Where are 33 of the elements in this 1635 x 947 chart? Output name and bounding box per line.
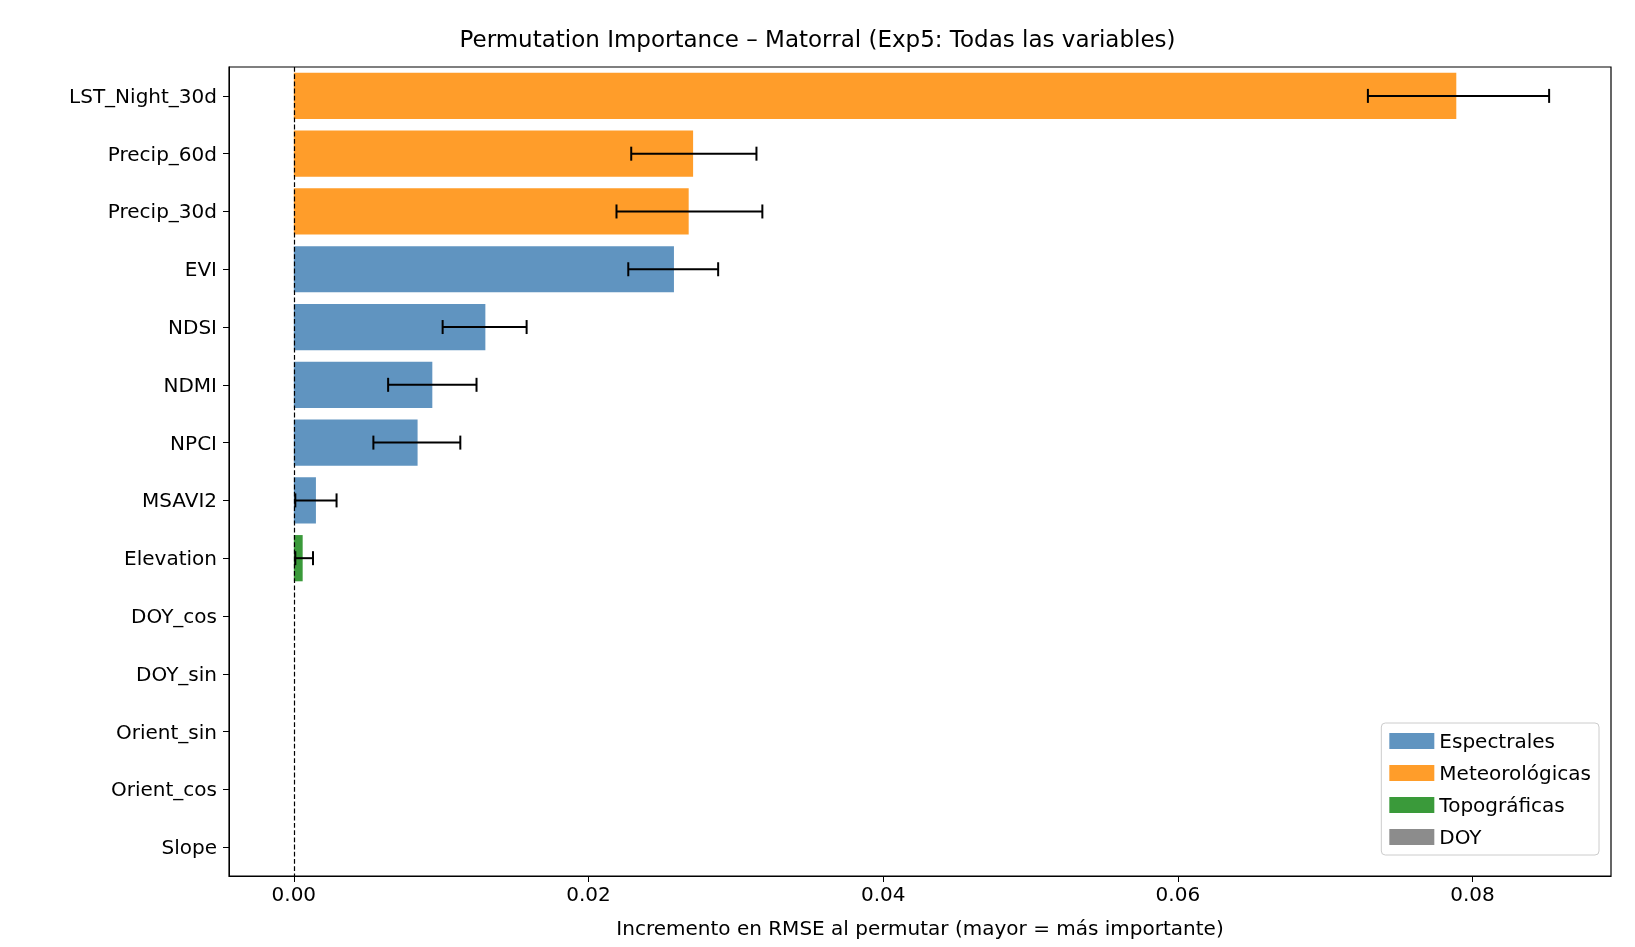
bar xyxy=(293,246,674,293)
legend-label: Meteorológicas xyxy=(1439,761,1592,785)
x-axis-title: Incremento en RMSE al permutar (mayor = más importante) xyxy=(616,916,1224,940)
legend-label: Espectrales xyxy=(1439,729,1555,753)
x-tick-label: 0.06 xyxy=(1155,882,1201,906)
y-tick-label: MSAVI2 xyxy=(141,488,217,513)
y-tick-label: Elevation xyxy=(124,546,217,571)
y-tick-label: DOY_cos xyxy=(131,603,217,628)
y-tick-label: EVI xyxy=(184,257,217,282)
y-tick-label: NDMI xyxy=(163,372,217,397)
y-tick-label: Precip_60d xyxy=(107,141,217,166)
bar xyxy=(293,188,689,235)
x-tick-label: 0.00 xyxy=(271,882,317,906)
x-tick-label: 0.04 xyxy=(860,882,906,906)
y-tick-label: Slope xyxy=(161,835,217,860)
bar xyxy=(293,419,418,466)
y-tick-label: NDSI xyxy=(168,315,217,340)
y-tick-label: LST_Night_30d xyxy=(69,83,217,108)
y-tick-label: Precip_30d xyxy=(107,199,217,224)
bar xyxy=(293,130,694,177)
bar xyxy=(293,72,1457,120)
bar xyxy=(293,477,316,524)
legend-label: DOY xyxy=(1439,825,1483,849)
y-tick-label: Orient_cos xyxy=(111,777,217,802)
y-tick-label: Orient_sin xyxy=(116,719,217,744)
bar xyxy=(293,303,486,351)
y-tick-label: NPCI xyxy=(170,430,217,455)
legend-label: Topográficas xyxy=(1438,793,1565,817)
x-tick-label: 0.08 xyxy=(1450,882,1495,906)
y-tick-label: DOY_sin xyxy=(136,661,217,686)
chart-title: Permutation Importance – Matorral (Exp5: Todas las variables) xyxy=(459,25,1176,52)
bar xyxy=(293,361,433,408)
x-tick-label: 0.02 xyxy=(566,882,611,906)
